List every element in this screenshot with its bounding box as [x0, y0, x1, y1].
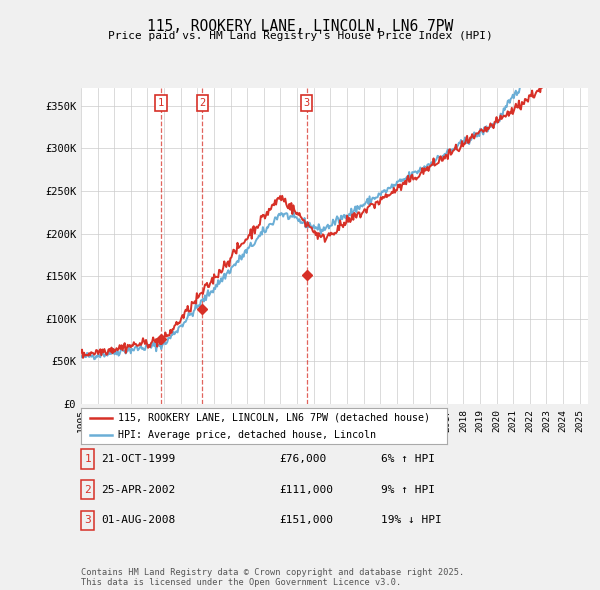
Text: 01-AUG-2008: 01-AUG-2008	[101, 516, 176, 525]
Text: £76,000: £76,000	[279, 454, 326, 464]
Text: 6% ↑ HPI: 6% ↑ HPI	[381, 454, 435, 464]
Text: £151,000: £151,000	[279, 516, 333, 525]
Text: 115, ROOKERY LANE, LINCOLN, LN6 7PW: 115, ROOKERY LANE, LINCOLN, LN6 7PW	[147, 19, 453, 34]
Text: £111,000: £111,000	[279, 485, 333, 494]
Text: 2: 2	[199, 98, 205, 108]
Text: 1: 1	[84, 454, 91, 464]
Text: 9% ↑ HPI: 9% ↑ HPI	[381, 485, 435, 494]
Text: 3: 3	[304, 98, 310, 108]
Text: 21-OCT-1999: 21-OCT-1999	[101, 454, 176, 464]
Text: 2: 2	[84, 485, 91, 494]
Text: 25-APR-2002: 25-APR-2002	[101, 485, 176, 494]
Text: 115, ROOKERY LANE, LINCOLN, LN6 7PW (detached house): 115, ROOKERY LANE, LINCOLN, LN6 7PW (det…	[118, 412, 430, 422]
Text: 19% ↓ HPI: 19% ↓ HPI	[381, 516, 442, 525]
Text: HPI: Average price, detached house, Lincoln: HPI: Average price, detached house, Linc…	[118, 430, 376, 440]
Text: 3: 3	[84, 516, 91, 525]
Text: 1: 1	[158, 98, 164, 108]
Text: Contains HM Land Registry data © Crown copyright and database right 2025.
This d: Contains HM Land Registry data © Crown c…	[81, 568, 464, 587]
Text: Price paid vs. HM Land Registry's House Price Index (HPI): Price paid vs. HM Land Registry's House …	[107, 31, 493, 41]
